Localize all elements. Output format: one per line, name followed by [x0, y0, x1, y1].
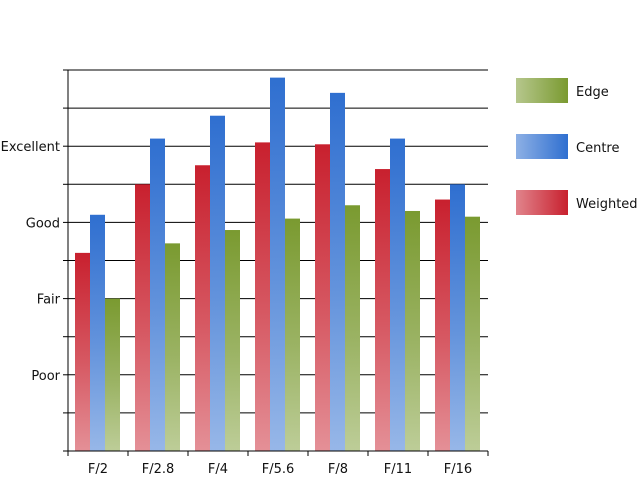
legend-swatch-centre: [516, 134, 568, 159]
legend-swatch-edge: [516, 78, 568, 103]
bar-centre-f-11: [390, 138, 405, 451]
bar-centre-f-16: [450, 184, 465, 452]
bar-weighted-f-2-8: [135, 184, 150, 452]
x-tick-label-f-4: F/4: [208, 462, 228, 477]
x-tick-labels: F/2 F/2.8 F/4 F/5.6 F/8 F/11 F/16: [88, 462, 472, 477]
bar-centre-f-2-8: [150, 138, 165, 451]
bar-weighted-f-5-6: [255, 142, 270, 451]
bar-edge-f-11: [405, 210, 420, 451]
bar-centre-f-5-6: [270, 77, 285, 452]
bar-edge-f-2-8: [165, 243, 180, 451]
legend-label-edge: Edge: [576, 85, 609, 100]
x-tick-label-f-2: F/2: [88, 462, 108, 477]
bar-edge-f-2: [105, 298, 120, 451]
y-tick-label-excellent: Excellent: [1, 140, 60, 155]
legend: Edge Centre Weighted: [516, 78, 638, 215]
x-tick-label-f-11: F/11: [384, 462, 412, 477]
bar-centre-f-4: [210, 115, 225, 451]
x-tick-label-f-8: F/8: [328, 462, 348, 477]
bar-edge-f-4: [225, 230, 240, 451]
x-tick-label-f-2-8: F/2.8: [142, 462, 175, 477]
bar-weighted-f-4: [195, 165, 210, 451]
y-tick-label-fair: Fair: [37, 293, 61, 308]
bar-weighted-f-8: [315, 144, 330, 452]
bar-edge-f-5-6: [285, 218, 300, 451]
bar-edge-f-16: [465, 216, 480, 451]
x-tick-label-f-16: F/16: [444, 462, 472, 477]
legend-label-weighted: Weighted: [576, 197, 638, 212]
x-tick-label-f-5-6: F/5.6: [262, 462, 295, 477]
bar-weighted-f-16: [435, 199, 450, 451]
bars: [75, 77, 480, 452]
y-tick-labels: Poor Fair Good Excellent: [1, 140, 61, 384]
axes: [63, 69, 489, 456]
bar-weighted-f-11: [375, 169, 390, 451]
y-tick-label-poor: Poor: [31, 369, 60, 384]
legend-swatch-weighted: [516, 190, 568, 215]
y-tick-label-good: Good: [26, 216, 60, 231]
bar-centre-f-2: [90, 214, 105, 451]
bar-edge-f-8: [345, 205, 360, 451]
bar-centre-f-8: [330, 92, 345, 452]
bar-weighted-f-2: [75, 252, 90, 451]
legend-label-centre: Centre: [576, 141, 619, 156]
